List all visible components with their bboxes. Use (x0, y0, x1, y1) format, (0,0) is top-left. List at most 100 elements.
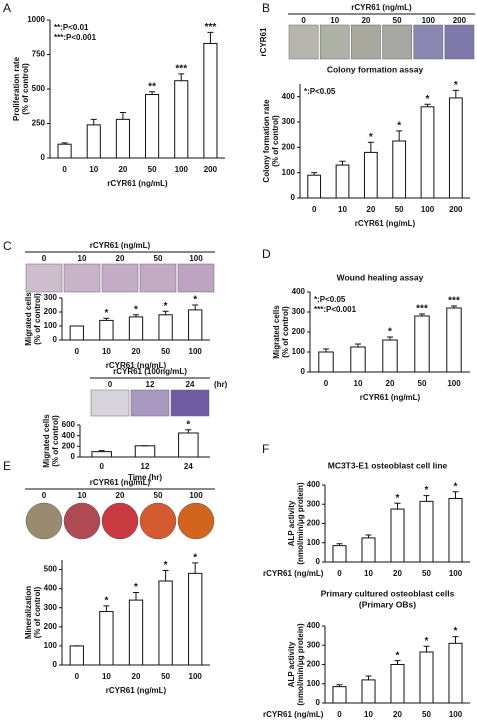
well-image (25, 502, 63, 540)
bar (332, 686, 347, 704)
error-bar (192, 562, 199, 574)
image-column-label: 0 (301, 16, 306, 25)
x-tick-label: 100 (421, 205, 435, 214)
x-tick-label: 100 (449, 710, 463, 719)
error-bar (367, 141, 374, 153)
x-tick-label: 0 (99, 462, 104, 471)
image-column-label: 100 (189, 254, 203, 263)
bar (382, 339, 398, 373)
bar (69, 645, 84, 666)
error-bar (452, 89, 459, 98)
y-tick-label: 400 (292, 287, 306, 296)
x-tick-label: 200 (204, 165, 218, 174)
y-tick-label: 100 (44, 321, 58, 330)
error-bar (162, 310, 169, 315)
significance-note: *:P<0.05 (314, 295, 346, 304)
x-tick-label: 10 (102, 672, 111, 681)
y-axis-label: (% of control) (33, 293, 42, 345)
error-bar (103, 317, 110, 321)
x-axis-label: rCYR61 (ng/mL) (106, 686, 167, 695)
bar (390, 508, 405, 563)
x-tick-label: 0 (312, 205, 317, 214)
image-column-label: 0 (42, 491, 47, 500)
y-tick-label: 300 (307, 640, 321, 649)
y-tick-label: 200 (44, 622, 58, 631)
significance-label: * (164, 560, 168, 571)
error-bar (185, 429, 192, 433)
error-bar (336, 543, 343, 546)
error-bar (207, 31, 214, 44)
significance-label: *** (205, 22, 217, 33)
chart-title: Wound healing assay (337, 272, 424, 282)
y-tick-label: 200 (62, 441, 76, 450)
y-tick-label: 0 (71, 452, 76, 461)
y-axis-label: Migrated cells (24, 292, 33, 346)
x-tick-label: 50 (161, 672, 170, 681)
x-tick-label: 100 (175, 165, 189, 174)
x-tick-label: 0 (75, 347, 80, 356)
well-image (90, 389, 130, 417)
significance-label: * (426, 94, 430, 105)
y-tick-label: 0 (291, 193, 296, 202)
error-bar (133, 314, 139, 317)
image-column-label: 0 (42, 254, 47, 263)
bar (188, 309, 203, 341)
error-bar (423, 645, 430, 652)
bar (350, 346, 366, 373)
y-tick-label: 300 (307, 499, 321, 508)
bar (361, 679, 376, 704)
x-axis-label: rCYR61 (ng/mL) (263, 569, 324, 578)
panel-letter: F (262, 442, 269, 456)
error-bar (355, 343, 361, 347)
y-tick-label: 100 (307, 679, 321, 688)
bar (178, 432, 199, 458)
significance-label: * (425, 636, 429, 647)
bar (361, 537, 376, 563)
image-column-label: 20 (361, 16, 370, 25)
x-tick-label: 20 (366, 205, 375, 214)
x-tick-label: 20 (132, 347, 141, 356)
x-tick-label: 50 (422, 710, 431, 719)
y-tick-label: 1000 (27, 15, 45, 24)
bar (332, 545, 347, 563)
error-bar (365, 675, 372, 680)
y-tick-label: 250 (32, 119, 46, 128)
well-image (101, 263, 139, 293)
y-tick-label: 0 (53, 660, 58, 669)
image-column-label: 20 (116, 254, 125, 263)
image-column-label: 100 (422, 16, 436, 25)
y-tick-label: 0 (53, 335, 58, 344)
x-tick-label: 100 (447, 379, 461, 388)
error-bar (452, 491, 459, 499)
x-axis-label: rCYR61 (ng/mL) (263, 710, 324, 719)
error-bar (396, 130, 403, 141)
x-tick-label: 200 (449, 205, 463, 214)
bar (99, 319, 114, 341)
error-bar (103, 605, 110, 612)
y-tick-label: 100 (282, 168, 296, 177)
y-tick-label: 0 (316, 698, 321, 707)
x-tick-label: 100 (189, 672, 203, 681)
x-axis-label: Time (hr) (128, 473, 162, 482)
bar (420, 106, 435, 199)
x-tick-label: 50 (418, 379, 427, 388)
image-column-label: 10 (78, 491, 87, 500)
x-axis-label: rCYR61 (ng/mL) (355, 219, 416, 228)
y-axis-label: ALP activity (287, 500, 296, 546)
y-tick-label: 200 (307, 519, 321, 528)
bar (203, 42, 218, 159)
x-tick-label: 10 (354, 379, 363, 388)
significance-label: * (193, 295, 197, 306)
error-bar (149, 91, 156, 95)
panel-letter: A (3, 1, 11, 15)
y-tick-label: 300 (44, 603, 58, 612)
y-tick-label: 500 (44, 565, 58, 574)
bar (390, 664, 405, 704)
y-axis-label: (nmol/min/μg protein) (296, 482, 305, 565)
image-column-label: 24 (186, 380, 195, 389)
well-image (382, 24, 412, 60)
y-tick-label: 200 (44, 307, 58, 316)
bar (419, 651, 434, 704)
significance-label: * (104, 308, 108, 319)
